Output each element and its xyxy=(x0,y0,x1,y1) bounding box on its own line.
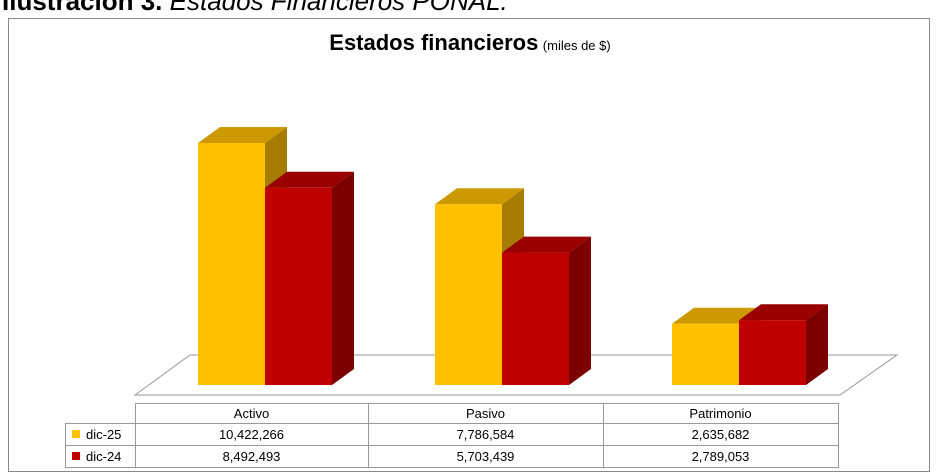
table-value: 2,789,053 xyxy=(692,449,750,464)
chart-subtitle: (miles de $) xyxy=(543,38,611,53)
legend-label: dic-24 xyxy=(86,449,121,464)
table-value: 5,703,439 xyxy=(457,449,515,464)
bar-top xyxy=(198,127,287,143)
legend-swatch xyxy=(72,452,80,460)
bar-front xyxy=(502,252,569,385)
bar-side xyxy=(332,171,354,385)
caption: Ilustración 3. Estados Financieros PONAL… xyxy=(2,0,508,16)
bar-front xyxy=(435,204,502,385)
bar-top xyxy=(672,307,761,324)
bar-front xyxy=(198,143,265,385)
bar-top xyxy=(739,304,828,321)
legend-label: dic-25 xyxy=(86,427,121,442)
bar-front xyxy=(672,323,739,385)
bar-side xyxy=(806,304,828,385)
table-value: 10,422,266 xyxy=(219,427,284,442)
table-header: Patrimonio xyxy=(689,406,751,421)
bar-front xyxy=(265,187,332,385)
table-value: 8,492,493 xyxy=(223,449,281,464)
table-header: Pasivo xyxy=(466,406,505,421)
legend-swatch xyxy=(72,430,80,438)
bar-top xyxy=(265,171,354,188)
caption-text: Estados Financieros PONAL. xyxy=(170,0,508,16)
table-value: 2,635,682 xyxy=(692,427,750,442)
chart-title-group: Estados financieros (miles de $) xyxy=(329,30,610,55)
bar-top xyxy=(502,236,591,253)
chart-title: Estados financieros xyxy=(329,30,538,55)
bar-front xyxy=(739,320,806,385)
bar-top xyxy=(435,188,524,205)
table-header: Activo xyxy=(234,406,269,421)
bar xyxy=(265,171,354,385)
caption-label: Ilustración 3. xyxy=(2,0,162,16)
table-value: 7,786,584 xyxy=(457,427,515,442)
bar-side xyxy=(569,236,591,385)
bar xyxy=(739,304,828,385)
bar xyxy=(502,236,591,385)
